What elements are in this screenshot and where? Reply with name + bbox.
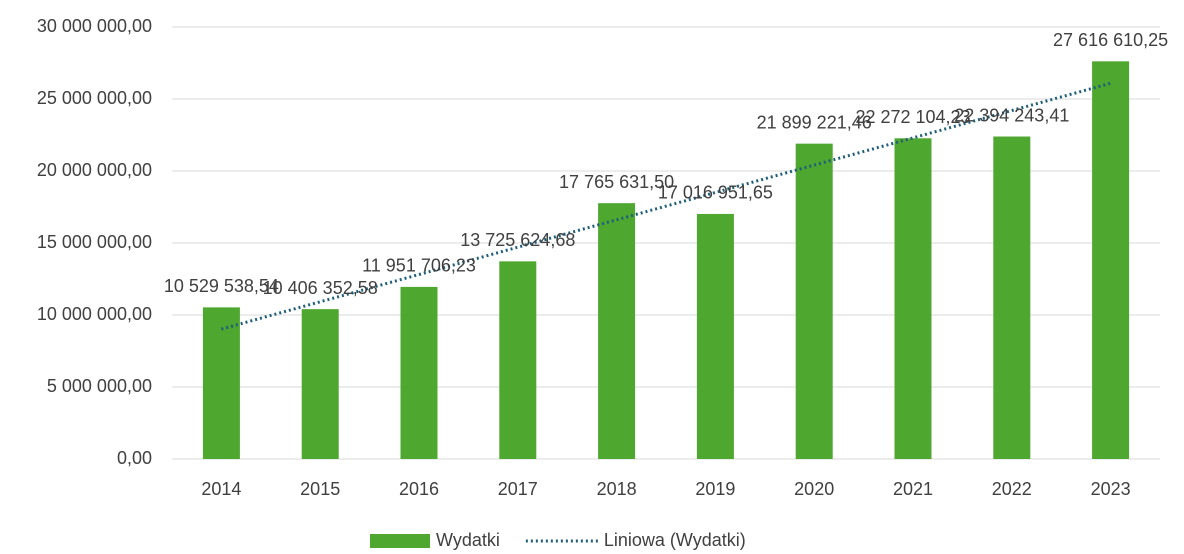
x-tick-label: 2015 [300,479,340,499]
bar [993,136,1031,459]
legend-swatch [370,534,430,548]
y-tick-label: 20 000 000,00 [37,160,152,180]
data-label: 11 951 706,23 [362,256,476,276]
data-label: 22 272 104,23 [855,107,970,127]
x-tick-label: 2016 [399,479,439,499]
legend-label: Wydatki [436,530,500,550]
bar [202,307,240,459]
x-tick-label: 2014 [201,479,241,499]
data-label: 17 765 631,50 [559,172,674,192]
x-tick-label: 2023 [1091,479,1131,499]
data-label: 21 899 221,46 [757,112,872,132]
x-tick-label: 2021 [893,479,933,499]
bar [894,138,932,460]
x-tick-label: 2017 [498,479,538,499]
data-label: 13 725 624,68 [460,230,575,250]
data-label: 22 394 243,41 [954,105,1069,125]
x-tick-label: 2020 [794,479,834,499]
x-tick-label: 2019 [695,479,735,499]
bar [499,261,537,459]
data-label: 10 529 538,54 [164,276,279,296]
y-tick-label: 30 000 000,00 [37,16,152,36]
x-tick-label: 2022 [992,479,1032,499]
bar [1092,61,1130,460]
bar [598,203,636,459]
bar [400,286,438,459]
x-tick-label: 2018 [597,479,637,499]
legend-label: Liniowa (Wydatki) [604,530,746,550]
y-tick-label: 15 000 000,00 [37,232,152,252]
bar [795,143,833,459]
trend-line [220,81,1111,331]
data-label: 17 016 951,65 [658,183,773,203]
y-tick-label: 10 000 000,00 [37,304,152,324]
y-tick-label: 25 000 000,00 [37,88,152,108]
bar [301,309,339,459]
bar [696,213,734,459]
y-tick-label: 5 000 000,00 [47,376,152,396]
data-label: 10 406 352,58 [263,278,378,298]
y-tick-label: 0,00 [117,448,152,468]
data-label: 27 616 610,25 [1053,30,1168,50]
